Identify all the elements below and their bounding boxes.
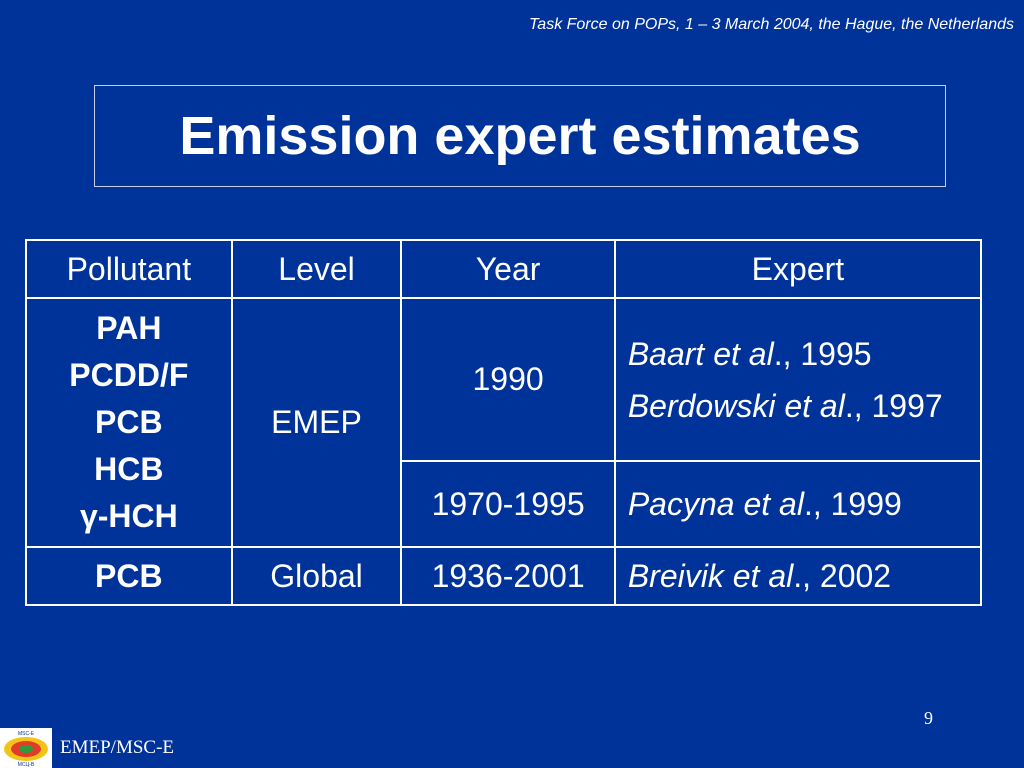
header-expert: Expert xyxy=(613,239,983,299)
svg-text:MSC-E: MSC-E xyxy=(18,731,35,737)
pollutant-list-cell: PAH PCDD/F PCB HCB γ-HCH xyxy=(25,297,233,548)
expert-cell: Baart et al., 1995 Berdowski et al., 199… xyxy=(613,297,983,462)
page-number: 9 xyxy=(924,708,933,728)
svg-text:МСЦ-В: МСЦ-В xyxy=(18,762,35,768)
pollutant-item: PCB xyxy=(95,404,163,440)
slide-title: Emission expert estimates xyxy=(179,106,861,166)
emission-table: Pollutant Level Year Expert PAH PCDD/F P… xyxy=(25,239,983,606)
expert-entry: Berdowski et al., 1997 xyxy=(627,387,943,424)
header-level: Level xyxy=(230,239,403,299)
expert-cell: Pacyna et al., 1999 xyxy=(613,460,983,548)
level-cell: EMEP xyxy=(230,297,403,548)
header-year: Year xyxy=(400,239,616,299)
table-row: PAH PCDD/F PCB HCB γ-HCH EMEP 1990 Baart… xyxy=(25,297,983,548)
year-cell: 1936-2001 xyxy=(400,546,616,606)
footer-org: EMEP/MSC-E xyxy=(60,737,175,758)
header-pollutant: Pollutant xyxy=(25,239,233,299)
title-box: Emission expert estimates xyxy=(94,85,946,187)
expert-cell: Breivik et al., 2002 xyxy=(613,546,983,606)
table-row: 1970-1995 Pacyna et al., 1999 xyxy=(26,460,983,548)
expert-entry: Baart et al., 1995 xyxy=(627,335,872,372)
msc-e-logo-icon: MSC-E МСЦ-В xyxy=(0,728,52,768)
header-note: Task Force on POPs, 1 – 3 March 2004, th… xyxy=(528,16,1014,33)
footer: MSC-E МСЦ-В EMEP/MSC-E xyxy=(0,728,220,768)
pollutant-item: PCDD/F xyxy=(69,357,189,393)
year-cell: 1970-1995 xyxy=(400,460,616,548)
pollutant-item: PAH xyxy=(96,310,162,346)
table-header-row: Pollutant Level Year Expert xyxy=(25,239,983,299)
year-cell: 1990 xyxy=(400,297,616,462)
table-row: PCB Global 1936-2001 Breivik et al., 200… xyxy=(25,546,983,606)
level-cell: Global xyxy=(230,546,403,606)
pollutant-item: HCB xyxy=(94,451,164,487)
pollutant-cell: PCB xyxy=(25,546,233,606)
pollutant-item: γ-HCH xyxy=(79,498,178,534)
